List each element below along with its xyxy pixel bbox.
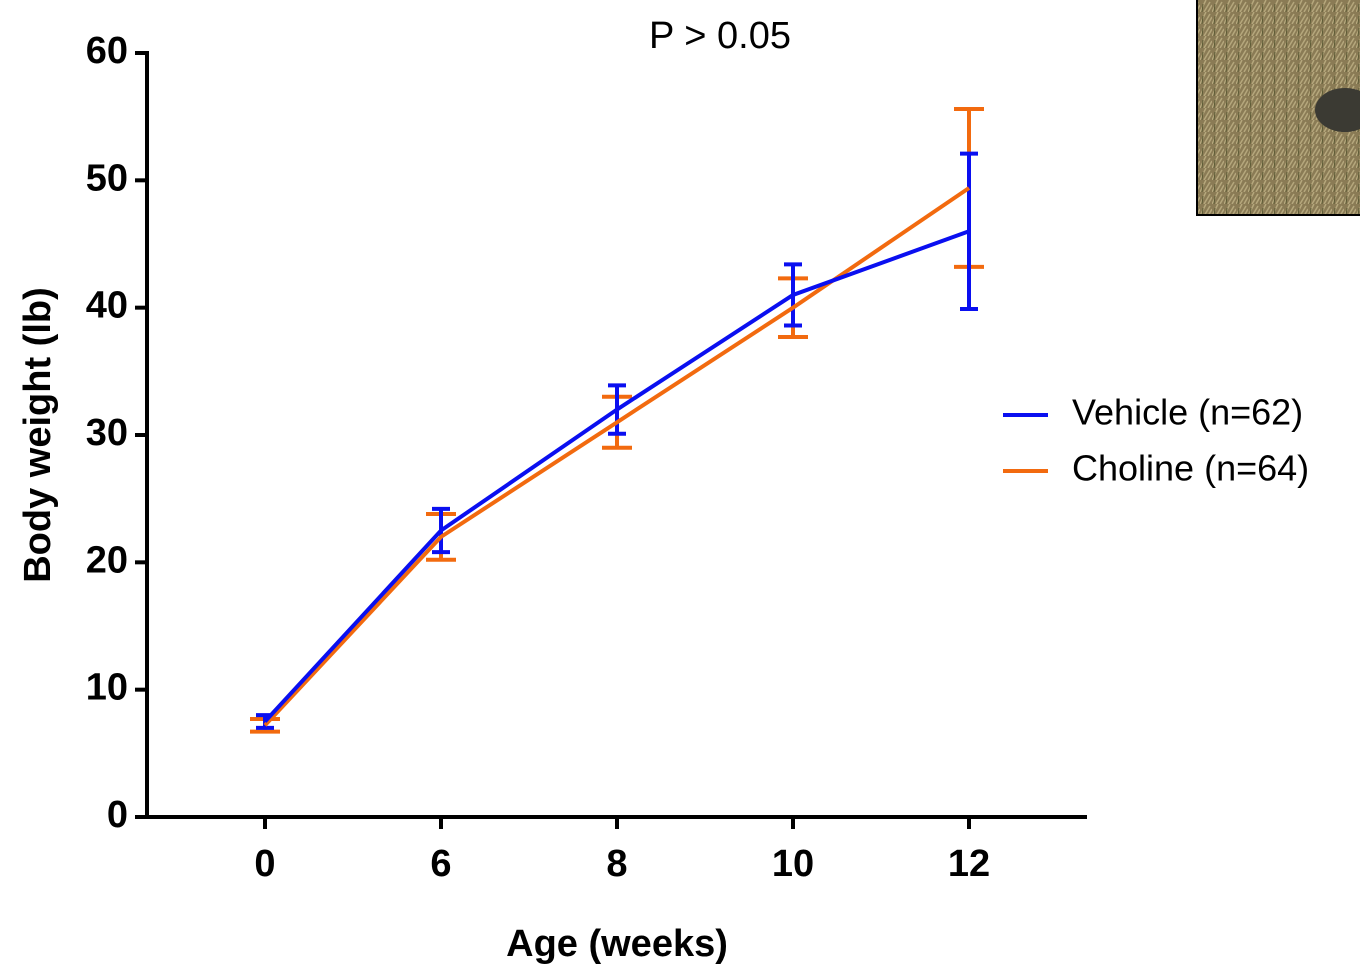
y-tick-label: 40 (86, 285, 128, 327)
x-axis-title: Age (weeks) (506, 923, 728, 965)
legend-label: Choline (n=64) (1072, 448, 1309, 489)
x-tick-label: 6 (430, 843, 451, 885)
x-tick-label: 8 (606, 843, 627, 885)
y-axis-title: Body weight (lb) (17, 287, 59, 583)
x-tick-label: 0 (254, 843, 275, 885)
y-tick-label: 60 (86, 30, 128, 72)
legend-label: Vehicle (n=62) (1072, 392, 1303, 433)
y-tick-label: 30 (86, 412, 128, 454)
y-tick-label: 20 (86, 539, 128, 581)
series-line (263, 186, 971, 727)
y-tick-label: 0 (107, 794, 128, 836)
x-tick-label: 12 (948, 843, 990, 885)
photo-shadow (1315, 88, 1360, 132)
y-tick-label: 50 (86, 157, 128, 199)
x-tick-label: 10 (772, 843, 814, 885)
series-line (263, 229, 970, 723)
chart-title: P > 0.05 (649, 15, 791, 57)
y-tick-label: 10 (86, 667, 128, 709)
